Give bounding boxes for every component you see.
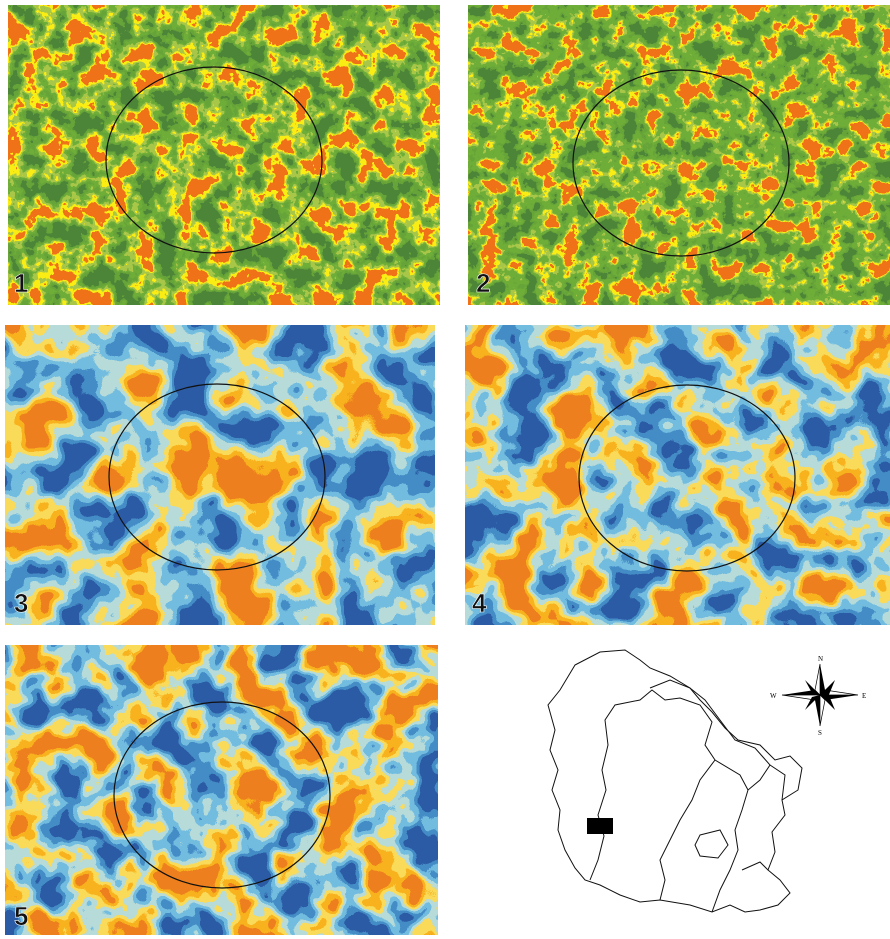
subbasin-outline [742, 862, 768, 870]
panel-label: 4 [472, 588, 487, 618]
location-map [548, 650, 802, 912]
compass-north: N [818, 655, 823, 663]
panel: 1 [8, 5, 440, 305]
subbasin-outline [715, 760, 748, 790]
panel-label: 1 [14, 268, 28, 298]
study-site-marker [587, 818, 613, 834]
panel: 2 [468, 5, 890, 305]
subbasin-outline [650, 680, 770, 912]
watershed-outline [548, 650, 802, 912]
raster [8, 5, 440, 305]
panel: 3 [5, 325, 435, 625]
subbasin-outline [590, 690, 715, 900]
subbasin-outline [695, 830, 728, 858]
subbasin-outline [770, 765, 785, 800]
panel-label: 2 [476, 268, 490, 298]
raster [465, 325, 890, 625]
figure: 1 2 3 4 5 [0, 0, 890, 939]
panel: 5 [5, 645, 438, 935]
panel-label: 5 [14, 901, 28, 931]
compass-rose: N S E W [770, 655, 866, 737]
page: 1 2 3 4 5 [0, 0, 890, 939]
raster [5, 645, 438, 935]
raster [5, 325, 435, 625]
compass-west: W [770, 692, 777, 700]
panel-label: 3 [14, 588, 28, 618]
compass-south: S [818, 729, 822, 737]
panel: 4 [465, 325, 890, 625]
compass-east: E [862, 692, 866, 700]
raster [468, 5, 890, 305]
